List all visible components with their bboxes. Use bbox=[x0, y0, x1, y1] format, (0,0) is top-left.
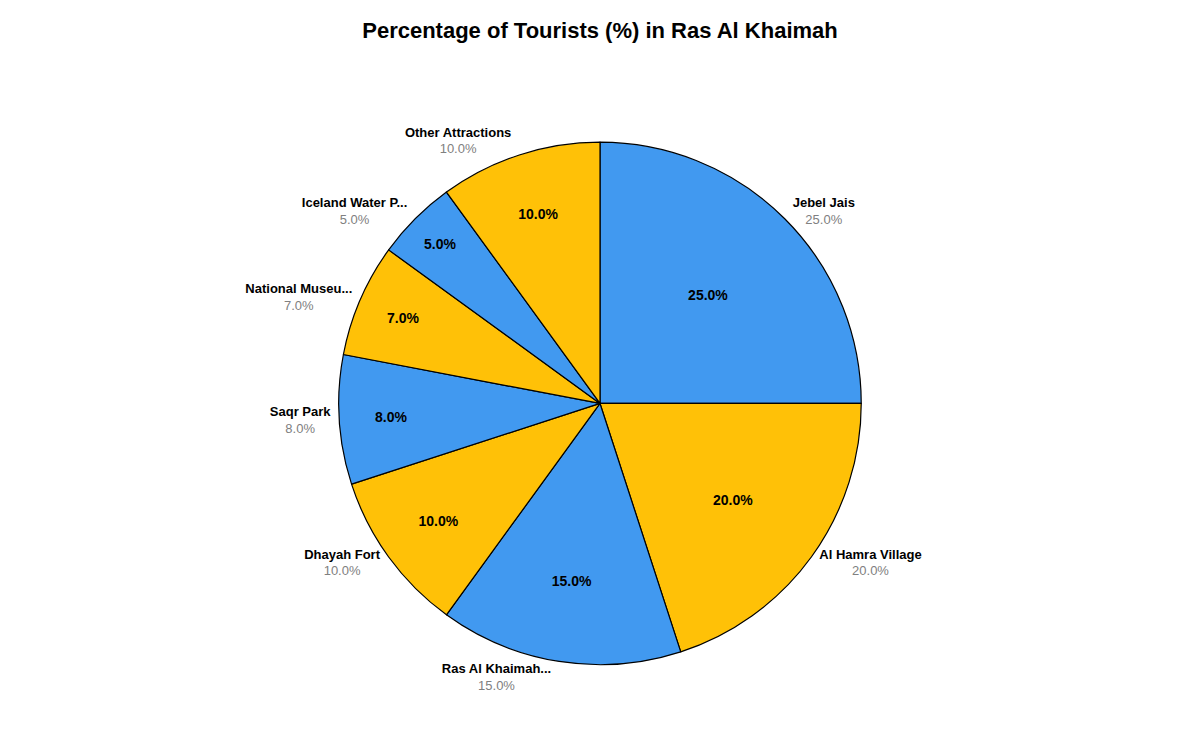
svg-text:Al Hamra Village20.0%: Al Hamra Village20.0% bbox=[819, 547, 921, 579]
svg-text:National Museu...7.0%: National Museu...7.0% bbox=[245, 281, 352, 313]
svg-text:Percentage of Tourists (%) in: Percentage of Tourists (%) in Ras Al Kha… bbox=[362, 18, 838, 43]
svg-text:Saqr Park8.0%: Saqr Park8.0% bbox=[270, 404, 331, 436]
svg-text:20.0%: 20.0% bbox=[713, 492, 753, 508]
svg-text:Other Attractions10.0%: Other Attractions10.0% bbox=[405, 125, 511, 157]
svg-text:25.0%: 25.0% bbox=[688, 287, 728, 303]
svg-text:Ras Al Khaimah...15.0%: Ras Al Khaimah...15.0% bbox=[442, 661, 551, 693]
svg-text:8.0%: 8.0% bbox=[375, 409, 407, 425]
svg-text:5.0%: 5.0% bbox=[424, 236, 456, 252]
svg-text:7.0%: 7.0% bbox=[387, 310, 419, 326]
svg-text:Jebel Jais25.0%: Jebel Jais25.0% bbox=[793, 195, 855, 227]
svg-text:15.0%: 15.0% bbox=[552, 573, 592, 589]
svg-text:Iceland Water P...5.0%: Iceland Water P...5.0% bbox=[302, 195, 408, 227]
svg-text:10.0%: 10.0% bbox=[418, 513, 458, 529]
svg-text:Dhayah Fort10.0%: Dhayah Fort10.0% bbox=[304, 547, 381, 579]
svg-text:10.0%: 10.0% bbox=[518, 206, 558, 222]
